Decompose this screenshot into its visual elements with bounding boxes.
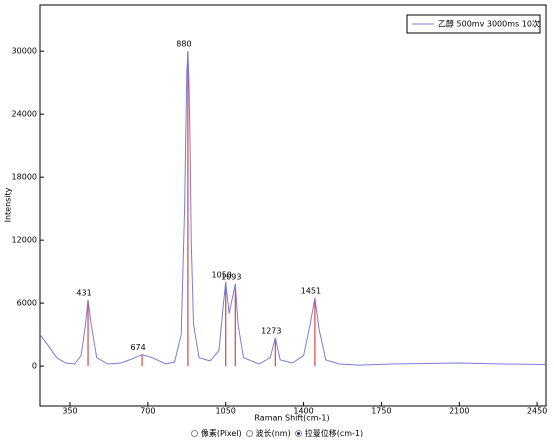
peak-label: 1050 <box>212 271 232 280</box>
x-axis-label: Raman Shift(cm-1) <box>254 414 329 423</box>
y-tick-label: 6000 <box>17 299 37 308</box>
x-tick-label: 1750 <box>371 407 391 416</box>
y-tick-label: 12000 <box>12 236 37 245</box>
spectrum-line <box>39 51 547 366</box>
peak-label: 1273 <box>261 326 281 335</box>
x-tick-label: 350 <box>62 407 77 416</box>
radio-button[interactable] <box>245 430 253 437</box>
unit-option[interactable]: 像素(Pixel) <box>190 428 242 439</box>
unit-selector: 像素(Pixel) 波长(nm) 拉曼位移(cm-1) <box>0 428 554 439</box>
x-tick-label: 2450 <box>527 407 547 416</box>
plot-area <box>39 4 547 407</box>
x-tick-label: 700 <box>140 407 155 416</box>
peak-label: 1093 <box>221 273 241 282</box>
option-label: 波长(nm) <box>255 429 291 438</box>
y-axis-label: Intensity <box>4 187 13 222</box>
peak-label: 431 <box>76 288 91 297</box>
x-tick-label: 2100 <box>449 407 469 416</box>
option-label: 拉曼位移(cm-1) <box>304 429 364 438</box>
y-tick-label: 24000 <box>12 110 37 119</box>
option-label: 像素(Pixel) <box>200 429 242 438</box>
legend-label: 乙醇 500mv 3000ms 10次 <box>438 19 540 29</box>
peak-label: 1451 <box>301 286 321 295</box>
chart: Raman Shift(cm-1) Intensity 乙醇 500mv 300… <box>4 4 547 423</box>
unit-option[interactable]: 波长(nm) <box>245 428 291 439</box>
unit-option[interactable]: 拉曼位移(cm-1) <box>294 428 364 439</box>
peak-label: 674 <box>130 343 145 352</box>
y-tick-label: 30000 <box>12 47 37 56</box>
radio-button[interactable] <box>294 430 302 437</box>
x-tick-label: 1050 <box>216 407 236 416</box>
legend <box>406 14 541 34</box>
y-tick-label: 0 <box>32 362 37 371</box>
radio-button[interactable] <box>190 430 198 437</box>
peak-label: 880 <box>176 40 191 49</box>
y-tick-label: 18000 <box>12 173 37 182</box>
x-tick-label: 1400 <box>293 407 313 416</box>
